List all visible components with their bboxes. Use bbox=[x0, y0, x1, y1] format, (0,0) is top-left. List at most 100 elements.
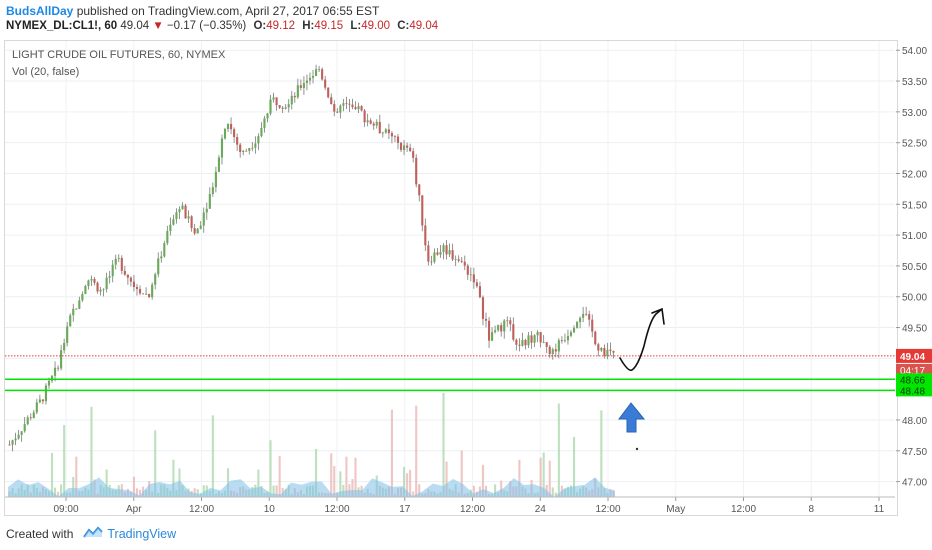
candle-body bbox=[178, 209, 181, 213]
y-tick-label: 54.00 bbox=[902, 46, 927, 57]
volume-bar bbox=[135, 488, 139, 497]
candle-body bbox=[296, 85, 299, 98]
candle-body bbox=[239, 144, 242, 152]
volume-bar bbox=[330, 453, 333, 497]
candle-body bbox=[354, 107, 357, 110]
y-tick-label: 50.00 bbox=[902, 293, 927, 304]
candle-body bbox=[591, 319, 594, 332]
author-link[interactable]: BudsAllDay bbox=[6, 4, 74, 18]
volume-bar bbox=[75, 456, 78, 497]
candle-body bbox=[321, 69, 324, 80]
volume-bar bbox=[138, 489, 142, 497]
forecast-curve[interactable] bbox=[619, 307, 665, 372]
candle-body bbox=[287, 104, 290, 108]
candle-body bbox=[35, 402, 38, 413]
drawings-layer[interactable] bbox=[618, 307, 665, 451]
volume-bar bbox=[202, 485, 205, 497]
last-price: 49.04 bbox=[120, 20, 150, 32]
candle-body bbox=[478, 286, 482, 298]
candle-body bbox=[63, 342, 66, 351]
symbol-label[interactable]: NYMEX_DL:CL1!, 60 bbox=[6, 20, 118, 32]
candle-body bbox=[311, 75, 315, 78]
volume-ma-area bbox=[8, 477, 615, 497]
volume-bars bbox=[8, 392, 615, 497]
candle-body bbox=[609, 349, 612, 351]
candle-body bbox=[111, 264, 114, 277]
candle-body bbox=[415, 157, 418, 185]
candle-body bbox=[521, 339, 524, 346]
volume-bar bbox=[193, 488, 196, 497]
horizontal-lines[interactable] bbox=[5, 355, 895, 392]
close-value: 49.04 bbox=[409, 20, 439, 32]
candle-body bbox=[172, 219, 175, 225]
price-axis[interactable]: 54.00 53.50 53.00 52.50 52.00 51.50 51.00 50.50… bbox=[896, 46, 927, 489]
candle-body bbox=[266, 113, 269, 119]
volume-bar bbox=[60, 484, 63, 497]
candle-body bbox=[60, 350, 63, 369]
candle-body bbox=[8, 444, 11, 446]
candle-body bbox=[138, 288, 142, 294]
close-label: C: bbox=[397, 20, 410, 32]
candle-body bbox=[214, 171, 217, 188]
candle-body bbox=[242, 150, 245, 152]
high-label: H: bbox=[302, 20, 315, 32]
candle-body bbox=[281, 107, 284, 109]
volume-bar bbox=[351, 479, 354, 497]
candle-body bbox=[500, 325, 503, 332]
candle-body bbox=[44, 385, 47, 402]
volume-bar bbox=[211, 415, 214, 497]
candle-body bbox=[84, 285, 87, 295]
candle-body bbox=[463, 261, 466, 266]
volume-bar bbox=[63, 425, 66, 497]
candle-body bbox=[481, 297, 485, 319]
candle-body bbox=[594, 331, 597, 345]
candle-body bbox=[263, 118, 266, 128]
candle-body bbox=[560, 340, 563, 341]
candle-body bbox=[169, 224, 172, 231]
volume-bar bbox=[196, 489, 199, 497]
candle-body bbox=[393, 136, 397, 138]
candle-body bbox=[199, 225, 202, 229]
volume-bar bbox=[390, 409, 393, 497]
volume-bar bbox=[339, 471, 342, 497]
candle-body bbox=[384, 129, 387, 133]
candle-body bbox=[211, 187, 214, 195]
volume-indicator-label[interactable]: Vol (20, false) bbox=[12, 66, 79, 78]
candle-body bbox=[120, 257, 123, 271]
candle-body bbox=[366, 120, 369, 123]
candle-body bbox=[330, 97, 333, 105]
time-axis[interactable]: 09:00 Apr 12:00 10 12:00 17 12:00 24 12:00 May 12:… bbox=[5, 496, 895, 515]
candle-body bbox=[387, 129, 390, 134]
change-down-icon: ▼ bbox=[152, 20, 164, 32]
candle-body bbox=[515, 339, 518, 345]
candle-body bbox=[509, 320, 512, 325]
candle-body bbox=[14, 438, 17, 441]
candle-body bbox=[518, 344, 521, 346]
y-tick-label: 50.50 bbox=[902, 262, 927, 273]
up-arrow-icon[interactable] bbox=[618, 402, 646, 433]
volume-bar bbox=[354, 457, 357, 497]
candle-body bbox=[442, 245, 445, 253]
candle-body bbox=[41, 399, 44, 402]
tradingview-link[interactable]: TradingView bbox=[107, 526, 177, 541]
candle-body bbox=[96, 282, 99, 292]
candle-body bbox=[160, 256, 163, 259]
volume-bar bbox=[409, 469, 412, 497]
candle-body bbox=[406, 145, 409, 148]
y-tick-label: 49.50 bbox=[902, 324, 927, 335]
candle-body bbox=[448, 250, 451, 255]
candle-body bbox=[506, 320, 509, 322]
volume-bar bbox=[403, 466, 406, 497]
candle-body bbox=[114, 258, 117, 265]
volume-bar bbox=[226, 468, 230, 497]
candle-body bbox=[226, 124, 230, 129]
tradingview-logo-icon[interactable] bbox=[83, 526, 104, 541]
volume-bar bbox=[72, 476, 75, 497]
volume-bar bbox=[90, 406, 93, 497]
candle-body bbox=[487, 320, 491, 341]
candle-body bbox=[533, 335, 536, 343]
candle-body bbox=[11, 440, 14, 445]
candle-body bbox=[302, 83, 305, 88]
candle-body bbox=[117, 257, 120, 259]
